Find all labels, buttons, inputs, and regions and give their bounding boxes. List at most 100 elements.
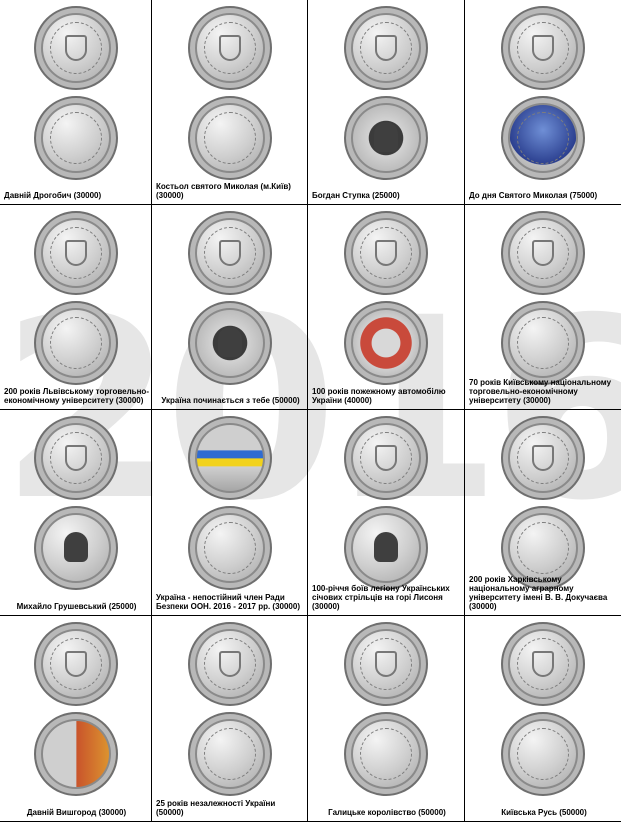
trident-icon [375,240,397,266]
trident-icon [218,35,241,61]
portrait-icon [63,532,88,562]
coin-obverse [187,211,272,295]
trident-icon [64,240,87,266]
portrait-icon [374,122,398,152]
coin-cell: 200 років Львівському торговельно-економ… [0,205,152,410]
coin-reverse [33,506,118,590]
coin-inner-ring [49,112,102,164]
coin-obverse [33,211,118,295]
coin-reverse [187,301,272,385]
coin-inner-ring [360,432,412,484]
coin-inner-ring [49,638,102,690]
coin-inner-ring [203,522,256,574]
coin-reverse [33,301,118,385]
trident-icon [375,651,397,677]
coin-caption: Давній Дрогобич (30000) [4,191,102,200]
trident-icon [64,651,87,677]
trident-icon [375,445,397,471]
coin-cell: Київська Русь (50000) [465,616,621,822]
coin-inner-ring [517,522,569,574]
trident-icon [64,445,87,471]
coin-inner-ring [517,317,569,369]
coin-obverse [187,6,272,90]
coin-caption: До дня Святого Миколая (75000) [469,191,598,200]
coin-inner-ring [49,432,102,484]
coin-inner-ring [517,227,569,279]
coin-inner-ring [517,22,569,74]
coin-inner-ring [360,638,412,690]
coin-inner-ring [360,728,412,780]
coin-caption: Богдан Ступка (25000) [312,191,400,200]
coin-caption: Галицьке королівство (50000) [328,808,446,817]
coin-cell: 100-річчя боїв легіону Українських січов… [308,410,465,616]
coin-inner-ring [517,728,569,780]
coin-caption: Костьол святого Миколая (м.Київ) (30000) [156,182,291,200]
coin-cell: 25 років незалежності України (50000) [152,616,308,822]
coin-inner-ring [360,227,412,279]
coin-inner-ring [203,227,256,279]
coin-cell: Михайло Грушевський (25000) [0,410,152,616]
coin-caption: Київська Русь (50000) [501,808,587,817]
coin-reverse [344,301,428,385]
coin-caption: 100-річчя боїв легіону Українських січов… [312,584,450,611]
coin-cell: Україна - непостійний член Ради Безпеки … [152,410,308,616]
coin-inner-ring [517,432,569,484]
coin-reverse [187,506,272,590]
coin-inner-ring [360,22,412,74]
coin-obverse [501,416,585,500]
coin-cell: Галицьке королівство (50000) [308,616,465,822]
coin-reverse [33,712,118,796]
coin-obverse [187,622,272,706]
coin-caption: 70 років Київському національному торгов… [469,378,612,405]
coin-cell: Україна починається з тебе (50000) [152,205,308,410]
coin-cell: 100 років пожежному автомобілю України (… [308,205,465,410]
coin-cell: До дня Святого Миколая (75000) [465,0,621,205]
coin-inner-ring [49,317,102,369]
trident-icon [532,240,554,266]
coin-caption: Давній Вишгород (30000) [26,808,127,817]
coin-caption: Україна починається з тебе (50000) [161,396,300,405]
coin-cell: 200 років Харківському національному агр… [465,410,621,616]
trident-icon [218,651,241,677]
trident-icon [532,35,554,61]
coin-caption: 25 років незалежності України (50000) [156,799,276,817]
trident-icon [218,240,241,266]
coin-obverse [33,6,118,90]
coin-reverse [33,96,118,180]
silhouette-icon [217,327,242,357]
trident-icon [532,445,554,471]
coin-inner-ring [203,638,256,690]
coin-reverse [344,96,428,180]
coin-cell: 70 років Київському національному торгов… [465,205,621,410]
coin-reverse [344,506,428,590]
coin-obverse [187,416,272,500]
portrait-icon [374,532,398,562]
coin-inner-ring [517,112,569,164]
coin-cell: Богдан Ступка (25000) [308,0,465,205]
coin-caption: Михайло Грушевський (25000) [16,602,137,611]
coin-obverse [33,622,118,706]
coin-inner-ring [49,227,102,279]
coin-cell: Костьол святого Миколая (м.Київ) (30000) [152,0,308,205]
coin-obverse [33,416,118,500]
coin-obverse [344,416,428,500]
coin-inner-ring [517,638,569,690]
coin-inner-ring [49,22,102,74]
coin-reverse [344,712,428,796]
coin-caption: 200 років Харківському національному агр… [469,575,608,611]
coin-inner-ring [203,22,256,74]
coin-inner-ring [203,112,256,164]
trident-icon [64,35,87,61]
coin-reverse [501,712,585,796]
coin-caption: Україна - непостійний член Ради Безпеки … [156,593,300,611]
coin-cell: Давній Вишгород (30000) [0,616,152,822]
coin-obverse [501,6,585,90]
coin-obverse [344,211,428,295]
coin-reverse [501,96,585,180]
coin-obverse [501,211,585,295]
coin-obverse [344,6,428,90]
coin-caption: 100 років пожежному автомобілю України (… [312,387,446,405]
coin-inner-ring [203,728,256,780]
coin-caption: 200 років Львівському торговельно-економ… [4,387,149,405]
